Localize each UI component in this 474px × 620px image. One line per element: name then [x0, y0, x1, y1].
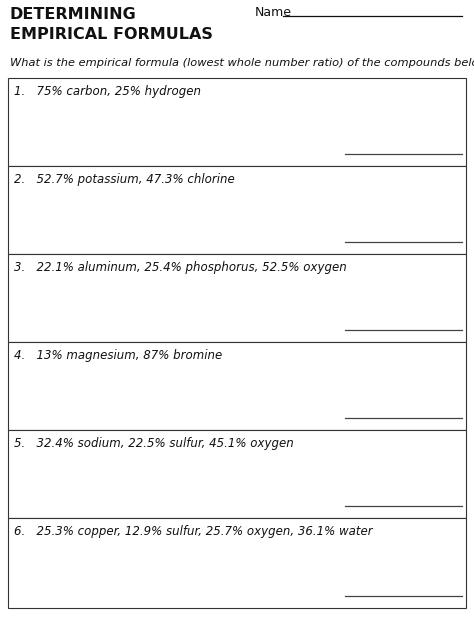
- Text: Name: Name: [255, 6, 292, 19]
- Text: EMPIRICAL FORMULAS: EMPIRICAL FORMULAS: [10, 27, 213, 42]
- Bar: [8, 430, 466, 518]
- Bar: [8, 166, 466, 254]
- Text: 2.   52.7% potassium, 47.3% chlorine: 2. 52.7% potassium, 47.3% chlorine: [14, 173, 235, 186]
- Bar: [8, 518, 466, 608]
- Text: 6.   25.3% copper, 12.9% sulfur, 25.7% oxygen, 36.1% water: 6. 25.3% copper, 12.9% sulfur, 25.7% oxy…: [14, 525, 373, 538]
- Text: 4.   13% magnesium, 87% bromine: 4. 13% magnesium, 87% bromine: [14, 349, 222, 362]
- Bar: [8, 342, 466, 430]
- Text: 3.   22.1% aluminum, 25.4% phosphorus, 52.5% oxygen: 3. 22.1% aluminum, 25.4% phosphorus, 52.…: [14, 261, 347, 274]
- Text: DETERMINING: DETERMINING: [10, 7, 137, 22]
- Text: 5.   32.4% sodium, 22.5% sulfur, 45.1% oxygen: 5. 32.4% sodium, 22.5% sulfur, 45.1% oxy…: [14, 437, 294, 450]
- Bar: [8, 78, 466, 166]
- Bar: [8, 254, 466, 342]
- Text: 1.   75% carbon, 25% hydrogen: 1. 75% carbon, 25% hydrogen: [14, 85, 201, 98]
- Text: What is the empirical formula (lowest whole number ratio) of the compounds below: What is the empirical formula (lowest wh…: [10, 58, 474, 68]
